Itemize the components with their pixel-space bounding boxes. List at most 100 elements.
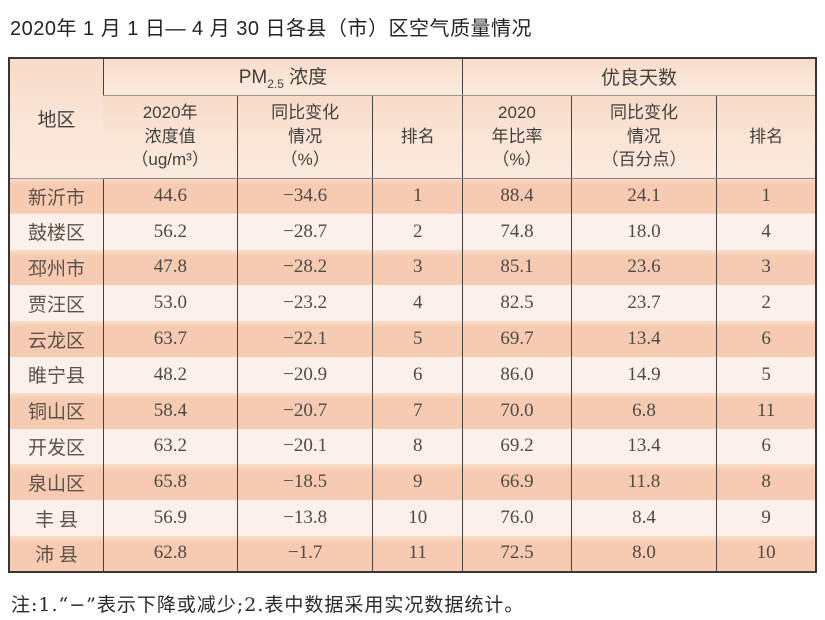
good-days-ratio-cell: 69.7 xyxy=(461,321,572,357)
pm25-change-cell: −1.7 xyxy=(236,535,373,572)
pm25-change-cell: −18.5 xyxy=(236,464,373,501)
good-days-rank-cell: 5 xyxy=(716,356,816,393)
pm25-change-cell: −22.1 xyxy=(236,321,373,357)
pm25-change-cell: −28.7 xyxy=(236,213,373,250)
region-cell: 睢宁县 xyxy=(9,356,104,393)
pm25-change-cell: −34.6 xyxy=(236,178,373,214)
good-days-rank-cell: 2 xyxy=(716,285,816,322)
col-header-good-rank: 排名 xyxy=(716,95,816,179)
col-header-region: 地区 xyxy=(9,58,104,179)
pm25-value-cell: 47.8 xyxy=(102,249,238,286)
pm25-change-cell: −20.9 xyxy=(236,356,373,393)
pm25-rank-cell: 10 xyxy=(372,500,463,536)
good-days-rank-cell: 10 xyxy=(716,535,816,572)
good-days-change-cell: 8.4 xyxy=(570,500,717,536)
pm25-value-cell: 65.8 xyxy=(102,464,238,501)
pm25-rank-cell: 1 xyxy=(372,178,463,214)
good-days-change-cell: 14.9 xyxy=(570,356,717,393)
pm25-rank-cell: 6 xyxy=(372,356,463,393)
good-days-change-cell: 23.7 xyxy=(570,285,717,322)
pm25-rank-cell: 8 xyxy=(372,428,463,465)
pm25-value-cell: 58.4 xyxy=(102,392,238,429)
region-cell: 邳州市 xyxy=(9,249,104,286)
good-days-ratio-cell: 74.8 xyxy=(461,213,572,250)
table-row: 铜山区 58.4 −20.7 7 70.0 6.8 11 xyxy=(9,392,816,429)
good-days-change-cell: 24.1 xyxy=(570,178,717,214)
pm25-value-cell: 56.2 xyxy=(102,213,238,250)
pm25-change-cell: −20.1 xyxy=(236,428,373,465)
pm25-label-subscript: 2.5 xyxy=(267,77,284,92)
table-row: 新沂市 44.6 −34.6 1 88.4 24.1 1 xyxy=(9,178,816,214)
pm25-label-suffix: 浓度 xyxy=(283,67,328,89)
air-quality-table: 地区 PM2.5 浓度 优良天数 2020年 浓度值 （ug/m³） 同比变化 … xyxy=(8,57,817,573)
table-row: 沛 县 62.8 −1.7 11 72.5 8.0 10 xyxy=(9,535,816,572)
col-header-good-ratio: 2020 年比率 （%） xyxy=(461,95,572,179)
col-group-good-days: 优良天数 xyxy=(461,58,816,96)
pm25-value-cell: 56.9 xyxy=(102,500,238,536)
footnote: 注:1.“−”表示下降或减少;2.表中数据采用实况数据统计。 xyxy=(11,593,525,616)
good-days-rank-cell: 9 xyxy=(716,500,816,536)
good-days-rank-cell: 6 xyxy=(716,428,816,465)
table-row: 鼓楼区 56.2 −28.7 2 74.8 18.0 4 xyxy=(9,213,816,250)
good-days-ratio-cell: 69.2 xyxy=(461,428,572,465)
good-days-change-cell: 11.8 xyxy=(570,464,717,501)
col-header-good-change: 同比变化 情况 （百分点） xyxy=(570,95,717,179)
col-header-pm25-change: 同比变化 情况 （%） xyxy=(236,95,373,179)
pm25-rank-cell: 5 xyxy=(372,321,463,357)
pm25-value-cell: 63.2 xyxy=(102,428,238,465)
page-title: 2020年 1 月 1 日— 4 月 30 日各县（市）区空气质量情况 xyxy=(10,18,533,40)
pm25-value-cell: 48.2 xyxy=(102,356,238,393)
pm25-rank-cell: 4 xyxy=(372,285,463,322)
col-group-pm25: PM2.5 浓度 xyxy=(102,58,463,96)
good-days-ratio-cell: 82.5 xyxy=(461,285,572,322)
good-days-change-cell: 6.8 xyxy=(570,392,717,429)
table-row: 睢宁县 48.2 −20.9 6 86.0 14.9 5 xyxy=(9,356,816,393)
table-row: 丰 县 56.9 −13.8 10 76.0 8.4 9 xyxy=(9,500,816,536)
good-days-rank-cell: 1 xyxy=(716,178,816,214)
pm25-change-cell: −23.2 xyxy=(236,285,373,322)
good-days-ratio-cell: 86.0 xyxy=(461,356,572,393)
table-row: 贾汪区 53.0 −23.2 4 82.5 23.7 2 xyxy=(9,285,816,322)
good-days-ratio-cell: 88.4 xyxy=(461,178,572,214)
pm25-value-cell: 63.7 xyxy=(102,321,238,357)
pm25-value-cell: 62.8 xyxy=(102,535,238,572)
region-cell: 贾汪区 xyxy=(9,285,104,322)
pm25-rank-cell: 9 xyxy=(372,464,463,501)
header-sub-row: 2020年 浓度值 （ug/m³） 同比变化 情况 （%） 排名 2020 年比… xyxy=(9,95,816,179)
good-days-rank-cell: 11 xyxy=(716,392,816,429)
col-header-pm25-value: 2020年 浓度值 （ug/m³） xyxy=(103,95,238,179)
good-days-rank-cell: 8 xyxy=(716,464,816,501)
region-cell: 新沂市 xyxy=(9,178,104,214)
good-days-change-cell: 8.0 xyxy=(570,535,717,572)
good-days-ratio-cell: 76.0 xyxy=(461,500,572,536)
region-cell: 云龙区 xyxy=(9,321,104,357)
region-cell: 丰 县 xyxy=(9,500,104,536)
good-days-rank-cell: 4 xyxy=(716,213,816,250)
good-days-ratio-cell: 72.5 xyxy=(461,535,572,572)
table-body: 新沂市 44.6 −34.6 1 88.4 24.1 1 鼓楼区 56.2 −2… xyxy=(9,178,816,572)
good-days-change-cell: 13.4 xyxy=(570,321,717,357)
table-row: 泉山区 65.8 −18.5 9 66.9 11.8 8 xyxy=(9,464,816,501)
good-days-rank-cell: 3 xyxy=(716,249,816,286)
region-cell: 鼓楼区 xyxy=(9,213,104,250)
pm25-change-cell: −20.7 xyxy=(236,392,373,429)
region-cell: 泉山区 xyxy=(9,464,104,501)
pm25-label-prefix: PM xyxy=(238,67,268,89)
good-days-ratio-cell: 85.1 xyxy=(461,249,572,286)
pm25-value-cell: 44.6 xyxy=(102,178,238,214)
table-row: 邳州市 47.8 −28.2 3 85.1 23.6 3 xyxy=(9,249,816,286)
good-days-ratio-cell: 70.0 xyxy=(461,392,572,429)
region-cell: 铜山区 xyxy=(9,392,104,429)
good-days-change-cell: 18.0 xyxy=(570,213,717,250)
header-group-row: 地区 PM2.5 浓度 优良天数 xyxy=(9,58,816,179)
col-header-pm25-rank: 排名 xyxy=(372,95,463,179)
table-row: 开发区 63.2 −20.1 8 69.2 13.4 6 xyxy=(9,428,816,465)
pm25-value-cell: 53.0 xyxy=(102,285,238,322)
region-cell: 沛 县 xyxy=(9,535,104,572)
table-row: 云龙区 63.7 −22.1 5 69.7 13.4 6 xyxy=(9,321,816,357)
pm25-rank-cell: 2 xyxy=(372,213,463,250)
pm25-rank-cell: 7 xyxy=(372,392,463,429)
pm25-change-cell: −28.2 xyxy=(236,249,373,286)
good-days-ratio-cell: 66.9 xyxy=(461,464,572,501)
